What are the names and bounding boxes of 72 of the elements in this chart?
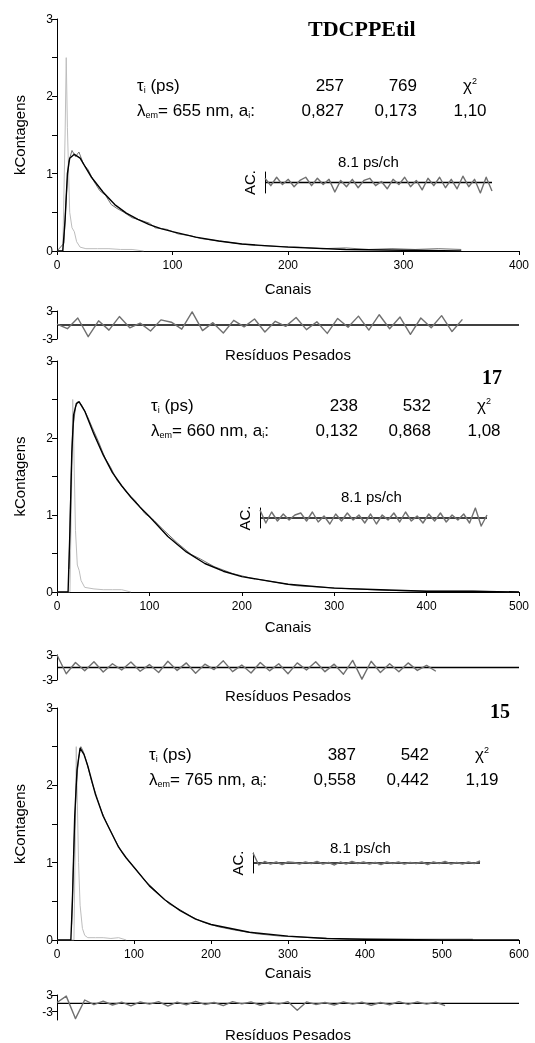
annotation: 532 bbox=[402, 395, 431, 415]
annotation: λem= 765 nm, ai: bbox=[149, 769, 267, 789]
annotation: 542 bbox=[400, 744, 429, 764]
x-tick-label: 100 bbox=[123, 947, 145, 961]
y-tick-label: 3 bbox=[46, 12, 54, 26]
y-tick-label: 3 bbox=[46, 354, 54, 368]
y-tick-label: 0 bbox=[46, 933, 54, 947]
annotation: 0,442 bbox=[386, 769, 429, 789]
x-tick-label: 600 bbox=[508, 947, 530, 961]
y-tick-label: 2 bbox=[46, 778, 54, 793]
x-tick-label: 400 bbox=[354, 947, 376, 961]
y-axis-title: kContagens bbox=[11, 94, 28, 176]
x-axis-title: Resíduos Pesados bbox=[225, 687, 351, 704]
annotation: 769 bbox=[388, 75, 417, 95]
y-tick-label: 3 bbox=[46, 304, 54, 318]
annotation: λem= 660 nm, ai: bbox=[151, 420, 269, 440]
x-tick-label: 100 bbox=[139, 599, 160, 613]
y-tick-label: -3 bbox=[42, 1004, 54, 1019]
y-tick-label: -3 bbox=[42, 673, 54, 687]
x-tick-label: 200 bbox=[231, 599, 253, 613]
x-tick-label: 200 bbox=[277, 258, 299, 272]
annotation: 0,132 bbox=[315, 420, 358, 440]
x-axis-title: Canais bbox=[264, 963, 312, 981]
annotation: 0,868 bbox=[388, 420, 431, 440]
chart-title: 8.1 ps/ch bbox=[330, 839, 391, 856]
x-axis-title: Resíduos Pesados bbox=[225, 1026, 351, 1043]
x-tick-label: 500 bbox=[431, 947, 453, 961]
annotation: τi (ps) bbox=[151, 395, 194, 415]
y-tick-label: 3 bbox=[46, 648, 54, 662]
y-tick-label: -3 bbox=[42, 332, 54, 346]
y-axis-title: AC. bbox=[241, 169, 258, 196]
x-tick-label: 400 bbox=[416, 599, 437, 613]
y-tick-label: 2 bbox=[46, 89, 54, 104]
x-tick-label: 500 bbox=[508, 599, 530, 613]
annotation: 387 bbox=[327, 744, 356, 764]
x-tick-label: 400 bbox=[508, 258, 530, 272]
chart-title: 15 bbox=[490, 700, 510, 722]
y-tick-label: 1 bbox=[46, 855, 54, 870]
y-tick-label: 3 bbox=[46, 701, 54, 715]
y-tick-label: 0 bbox=[46, 244, 54, 258]
chart-title: 17 bbox=[482, 366, 502, 388]
annotation: 257 bbox=[315, 75, 344, 95]
y-axis-title: AC. bbox=[229, 850, 246, 876]
x-tick-label: 300 bbox=[324, 599, 345, 613]
annotation: 0,173 bbox=[374, 100, 417, 120]
annotation: 1,08 bbox=[467, 420, 501, 440]
x-axis-title: Resíduos Pesados bbox=[225, 346, 351, 363]
y-tick-label: 3 bbox=[46, 988, 54, 1002]
x-tick-label: 200 bbox=[200, 947, 222, 961]
y-axis-title: AC. bbox=[236, 505, 253, 531]
y-axis-title: kContagens bbox=[11, 783, 28, 865]
annotation: 0,827 bbox=[301, 100, 344, 120]
annotation: 0,558 bbox=[313, 769, 356, 789]
annotation: 1,10 bbox=[453, 100, 487, 120]
annotation: λem= 655 nm, ai: bbox=[137, 100, 255, 120]
annotation: τi (ps) bbox=[149, 744, 192, 764]
chart-title: TDCPPEtil bbox=[308, 15, 416, 41]
y-tick-label: 0 bbox=[46, 585, 54, 599]
chart-title: 8.1 ps/ch bbox=[341, 488, 402, 505]
annotation: 1,19 bbox=[465, 769, 499, 789]
x-tick-label: 100 bbox=[162, 258, 183, 272]
x-tick-label: 300 bbox=[277, 947, 299, 961]
y-tick-label: 1 bbox=[46, 508, 54, 522]
annotation: τi (ps) bbox=[137, 75, 180, 95]
x-tick-label: 300 bbox=[393, 258, 414, 272]
y-tick-label: 1 bbox=[46, 166, 54, 181]
y-tick-label: 2 bbox=[46, 431, 54, 445]
chart-title: 8.1 ps/ch bbox=[338, 153, 399, 170]
x-axis-title: Canais bbox=[264, 280, 312, 297]
y-axis-title: kContagens bbox=[11, 436, 28, 517]
annotation: 238 bbox=[329, 395, 358, 415]
x-axis-title: Canais bbox=[264, 618, 312, 635]
